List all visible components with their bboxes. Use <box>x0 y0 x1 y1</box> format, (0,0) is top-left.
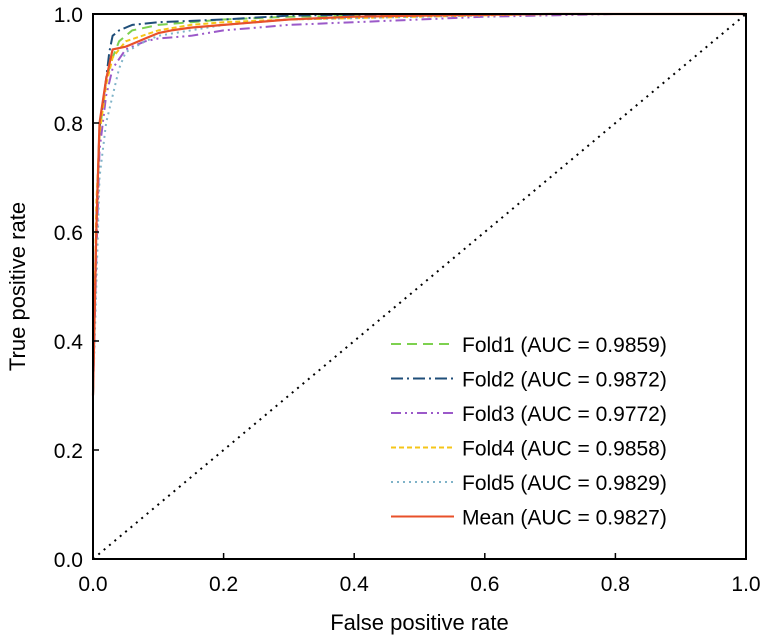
series-line-3 <box>92 13 746 396</box>
x-tick-label: 0.8 <box>601 573 630 596</box>
legend-label: Fold1 (AUC = 0.9859) <box>462 334 667 357</box>
y-tick-label: 0.0 <box>54 549 83 572</box>
y-tick-label: 0.4 <box>54 331 84 354</box>
legend-item: Mean (AUC = 0.9827) <box>391 507 667 530</box>
y-tick-label: 1.0 <box>54 4 83 27</box>
x-tick-label: 1.0 <box>731 573 760 596</box>
x-tick-label: 0.4 <box>340 573 370 596</box>
legend-label: Fold5 (AUC = 0.9829) <box>462 472 667 495</box>
legend-item: Fold2 (AUC = 0.9872) <box>391 369 667 392</box>
y-tick-label: 0.6 <box>54 222 83 245</box>
legend-label: Fold2 (AUC = 0.9872) <box>462 369 667 392</box>
x-tick-label: 0.6 <box>470 573 499 596</box>
x-tick-label: 0.2 <box>209 573 238 596</box>
plot-frame <box>92 13 747 560</box>
y-axis: 0.0 0.2 0.4 0.6 0.8 1.0 <box>54 4 99 572</box>
series-layer <box>91 12 747 560</box>
chance-diagonal-line <box>92 13 747 560</box>
legend-item: Fold4 (AUC = 0.9858) <box>391 438 667 461</box>
x-axis-title: False positive rate <box>330 610 509 635</box>
legend-label: Fold3 (AUC = 0.9772) <box>462 403 667 426</box>
y-tick-label: 0.2 <box>54 440 83 463</box>
y-tick-label: 0.8 <box>54 113 83 136</box>
legend-item: Fold1 (AUC = 0.9859) <box>391 334 667 357</box>
legend-label: Mean (AUC = 0.9827) <box>462 507 667 530</box>
x-tick-label: 0.0 <box>78 573 107 596</box>
legend-item: Fold5 (AUC = 0.9829) <box>391 472 667 495</box>
x-axis: 0.0 0.2 0.4 0.6 0.8 1.0 <box>78 553 761 596</box>
y-axis-title: True positive rate <box>5 202 30 371</box>
legend-label: Fold4 (AUC = 0.9858) <box>462 438 667 461</box>
legend: Fold1 (AUC = 0.9859) Fold2 (AUC = 0.9872)… <box>391 334 667 530</box>
series-line-6 <box>91 12 746 396</box>
legend-item: Fold3 (AUC = 0.9772) <box>391 403 667 426</box>
